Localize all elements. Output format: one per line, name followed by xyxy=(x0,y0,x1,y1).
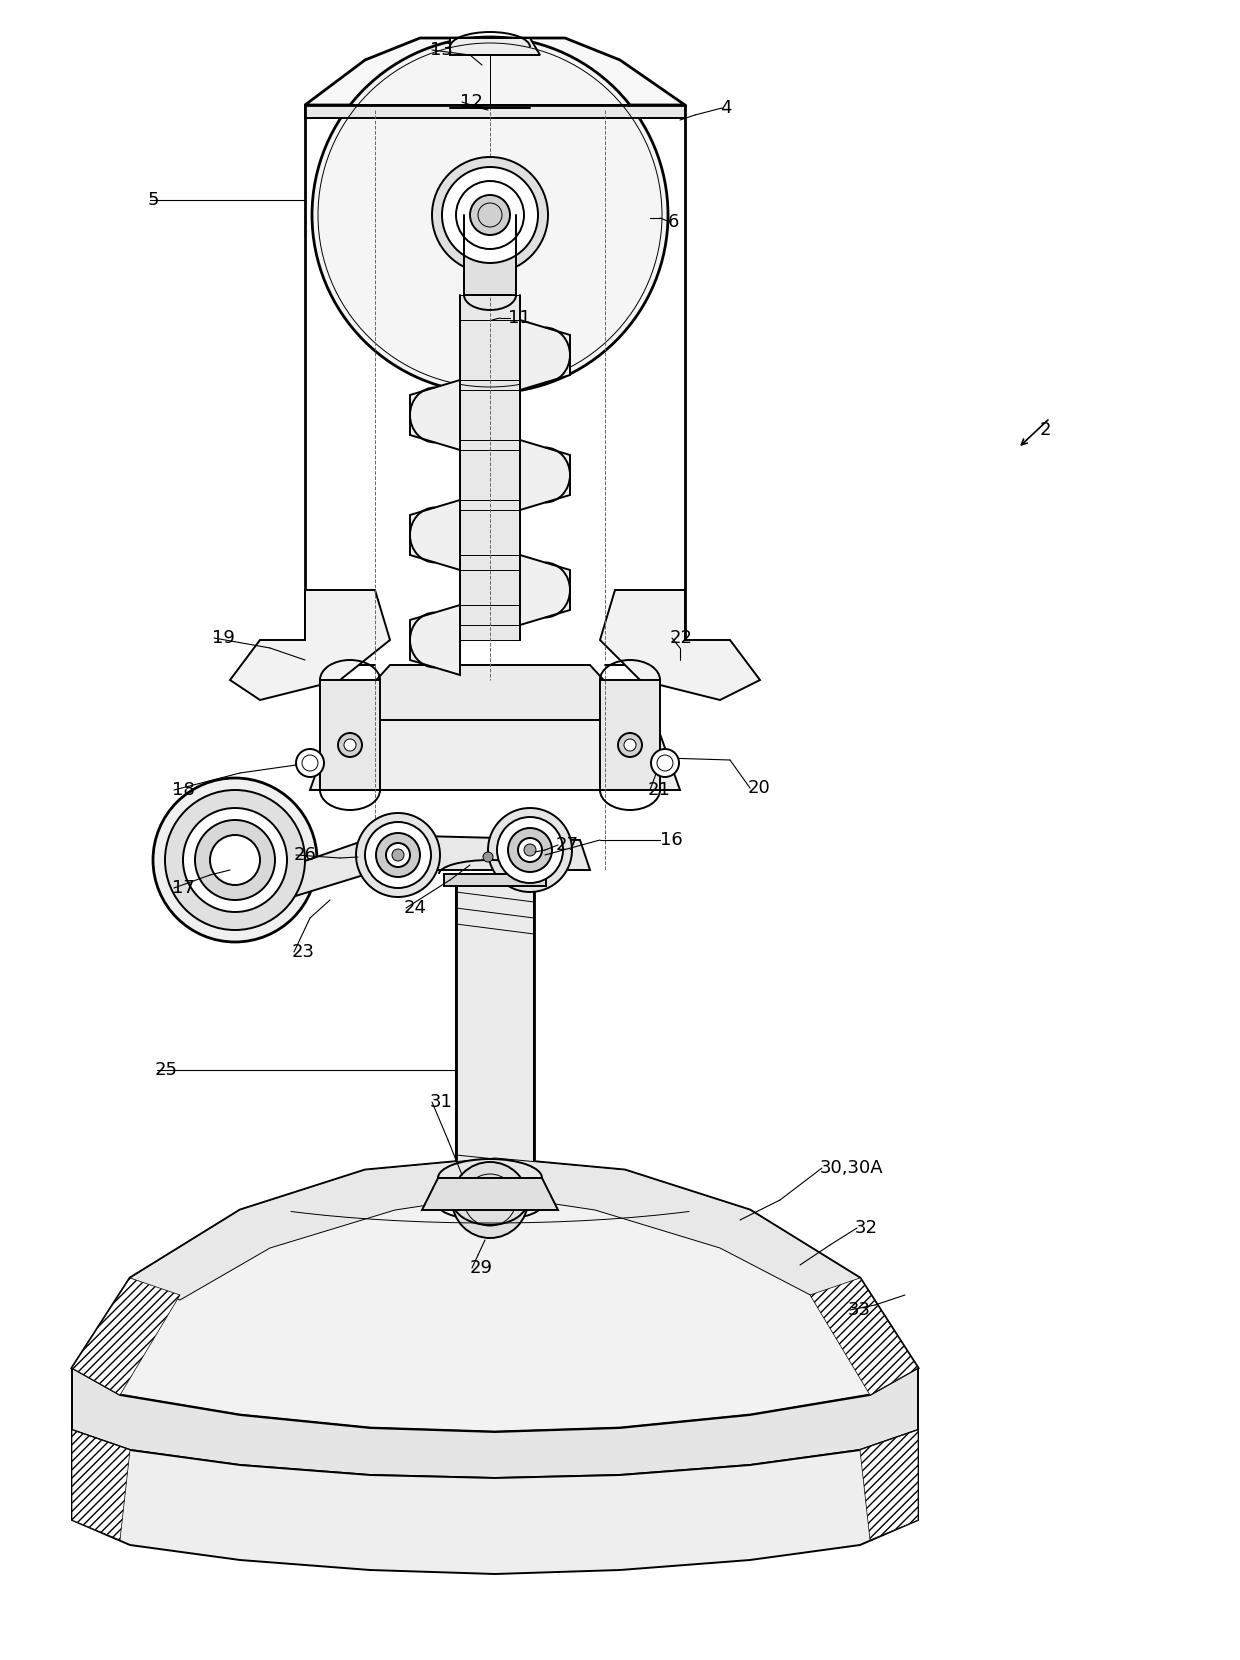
Text: 22: 22 xyxy=(670,629,693,647)
Circle shape xyxy=(618,734,642,757)
Polygon shape xyxy=(422,1179,558,1210)
Text: 17: 17 xyxy=(172,880,195,896)
Text: 33: 33 xyxy=(848,1301,870,1320)
Text: 24: 24 xyxy=(404,900,427,916)
Circle shape xyxy=(453,1162,528,1238)
Text: 11: 11 xyxy=(508,309,531,327)
Polygon shape xyxy=(810,1278,918,1394)
Polygon shape xyxy=(130,1159,861,1300)
Text: 4: 4 xyxy=(720,100,732,116)
Text: 30,30A: 30,30A xyxy=(820,1159,884,1177)
Polygon shape xyxy=(520,554,570,626)
Circle shape xyxy=(210,835,260,885)
Circle shape xyxy=(484,852,494,862)
Circle shape xyxy=(184,808,286,911)
Circle shape xyxy=(296,749,324,777)
Polygon shape xyxy=(229,589,391,701)
Polygon shape xyxy=(520,320,570,390)
Polygon shape xyxy=(444,1194,546,1207)
Circle shape xyxy=(508,828,552,872)
Circle shape xyxy=(518,838,542,862)
Text: 6: 6 xyxy=(668,212,680,231)
Polygon shape xyxy=(340,666,640,720)
Circle shape xyxy=(651,749,680,777)
Text: 21: 21 xyxy=(649,780,671,798)
Polygon shape xyxy=(305,38,684,105)
Text: 12: 12 xyxy=(460,93,482,111)
Polygon shape xyxy=(310,720,680,790)
Circle shape xyxy=(470,194,510,236)
Circle shape xyxy=(343,739,356,750)
Polygon shape xyxy=(600,589,760,701)
Text: 18: 18 xyxy=(172,780,195,798)
Polygon shape xyxy=(450,38,539,55)
Circle shape xyxy=(365,822,432,888)
Text: 13: 13 xyxy=(430,42,453,60)
Circle shape xyxy=(441,168,538,262)
Polygon shape xyxy=(410,604,460,676)
Text: 29: 29 xyxy=(470,1258,494,1277)
Circle shape xyxy=(624,739,636,750)
Circle shape xyxy=(432,158,548,272)
Polygon shape xyxy=(320,681,379,790)
Polygon shape xyxy=(72,1278,180,1394)
Text: 2: 2 xyxy=(1040,422,1052,438)
Text: 16: 16 xyxy=(660,832,683,848)
Circle shape xyxy=(312,37,668,393)
Circle shape xyxy=(489,808,572,891)
Circle shape xyxy=(165,790,305,930)
Polygon shape xyxy=(72,1159,918,1433)
Circle shape xyxy=(356,813,440,896)
Circle shape xyxy=(153,779,317,941)
Circle shape xyxy=(376,833,420,876)
Circle shape xyxy=(497,817,563,883)
Circle shape xyxy=(195,820,275,900)
Polygon shape xyxy=(410,380,460,450)
Polygon shape xyxy=(464,216,516,295)
Polygon shape xyxy=(72,1429,130,1540)
Polygon shape xyxy=(861,1429,918,1540)
Text: 5: 5 xyxy=(148,191,160,209)
Circle shape xyxy=(525,843,536,857)
Text: 26: 26 xyxy=(294,847,317,863)
Polygon shape xyxy=(456,880,534,1200)
Polygon shape xyxy=(520,440,570,510)
Polygon shape xyxy=(250,835,590,910)
Circle shape xyxy=(386,843,410,867)
Polygon shape xyxy=(444,875,546,886)
Polygon shape xyxy=(305,105,684,118)
Text: 19: 19 xyxy=(212,629,234,647)
Text: 23: 23 xyxy=(291,943,315,961)
Circle shape xyxy=(339,734,362,757)
Polygon shape xyxy=(460,295,520,641)
Circle shape xyxy=(392,848,404,862)
Polygon shape xyxy=(600,681,660,790)
Text: 31: 31 xyxy=(430,1092,453,1111)
Text: 32: 32 xyxy=(856,1218,878,1237)
Polygon shape xyxy=(72,1429,918,1574)
Polygon shape xyxy=(72,1368,918,1477)
Text: 20: 20 xyxy=(748,779,771,797)
Polygon shape xyxy=(410,500,460,569)
Text: 27: 27 xyxy=(556,837,579,853)
Text: 25: 25 xyxy=(155,1061,179,1079)
